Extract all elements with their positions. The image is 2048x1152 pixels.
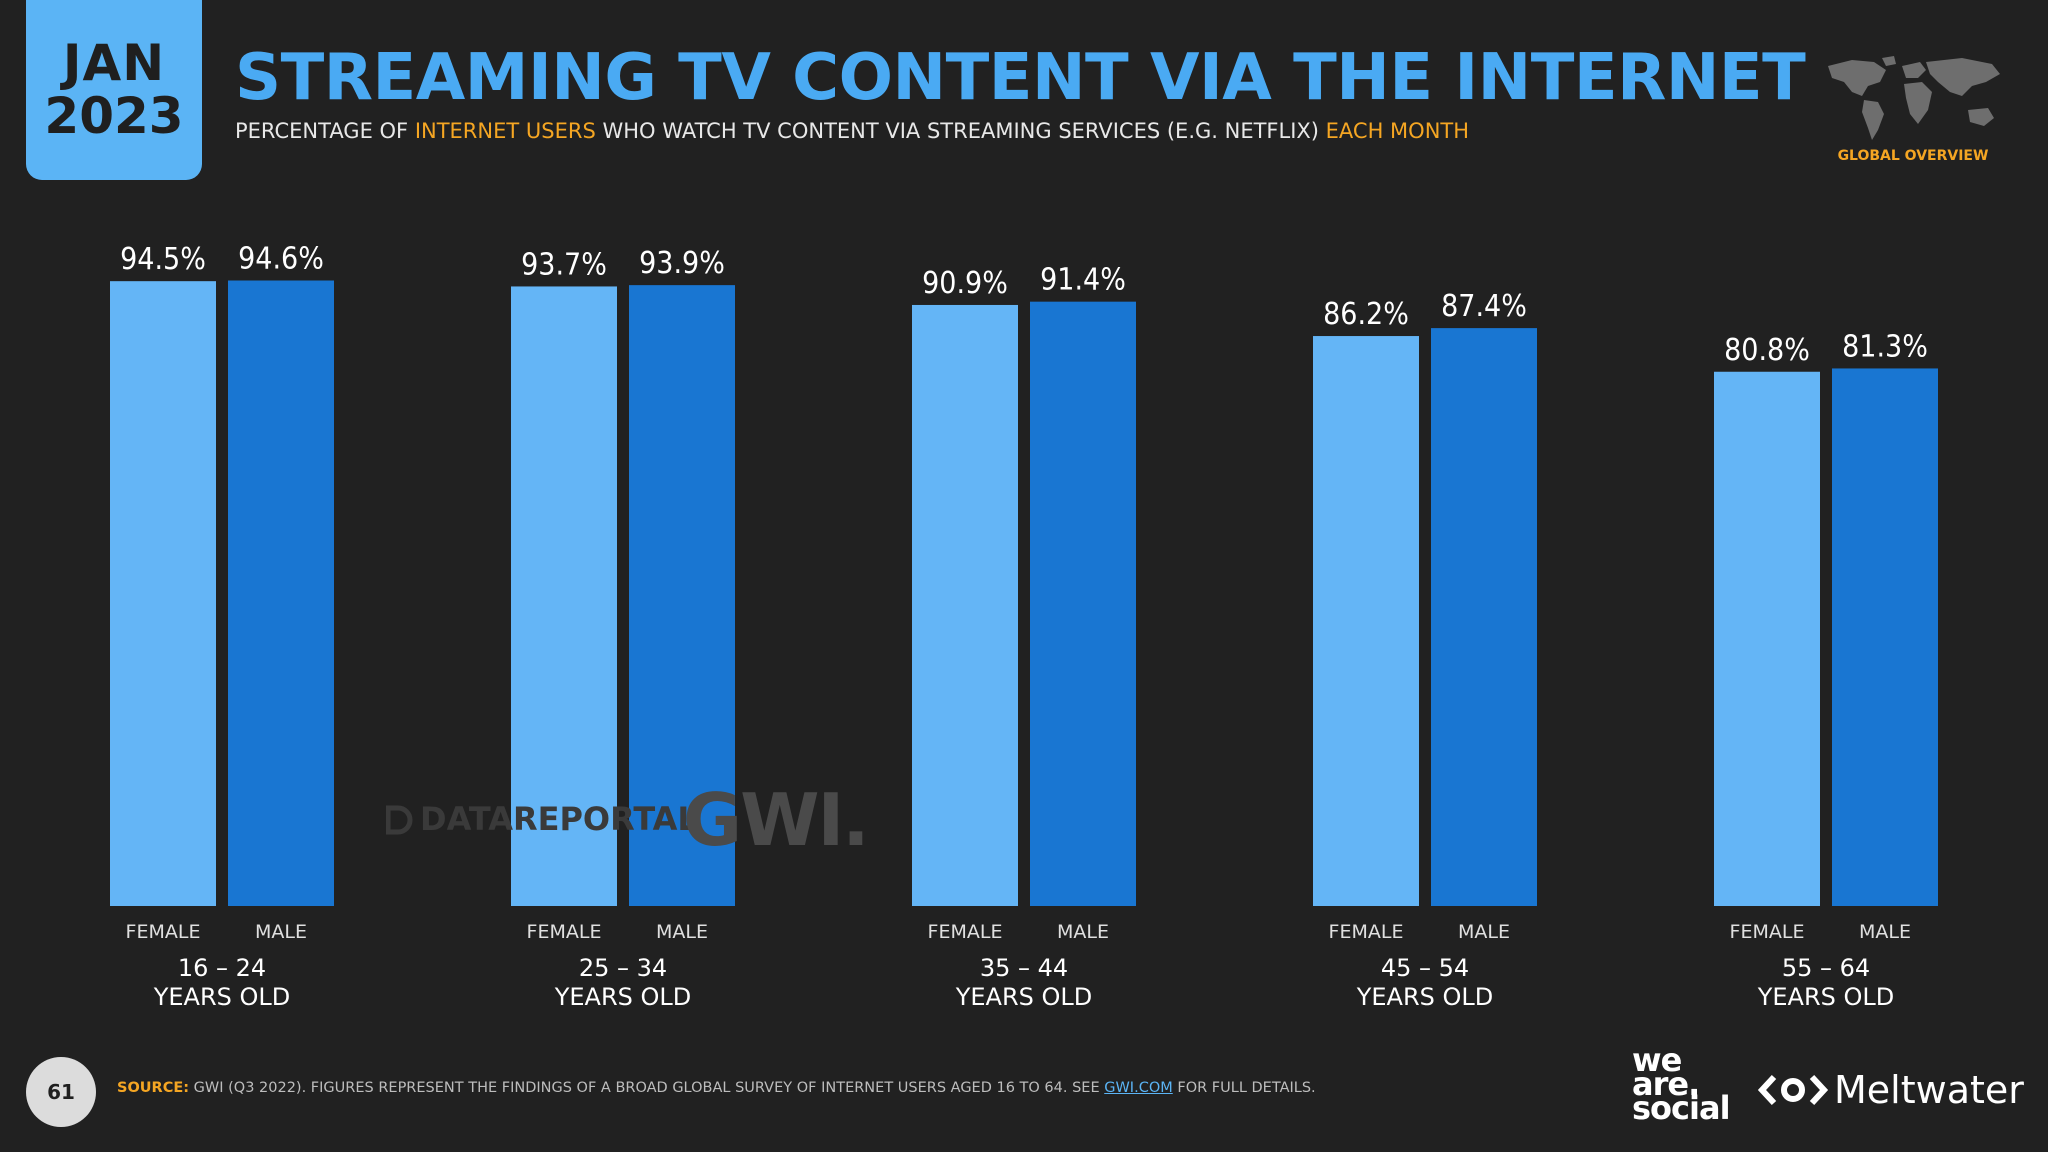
category-label-2: 35 – 44	[980, 954, 1068, 982]
we-are-social-logo: we are. social	[1632, 1041, 1742, 1127]
series-label-male-2: MALE	[1057, 921, 1109, 943]
series-label-male-0: MALE	[255, 921, 307, 943]
series-label-male-4: MALE	[1859, 921, 1911, 943]
page-title: STREAMING TV CONTENT VIA THE INTERNET	[235, 41, 1806, 115]
data-label-female-4: 80.8%	[1724, 333, 1810, 368]
category-sublabel-4: YEARS OLD	[1757, 983, 1895, 1011]
bar-female-2	[912, 304, 1018, 906]
data-label-female-2: 90.9%	[922, 266, 1008, 301]
category-sublabel-2: YEARS OLD	[955, 983, 1093, 1011]
category-label-0: 16 – 24	[178, 954, 266, 982]
data-label-female-1: 93.7%	[521, 247, 607, 282]
data-label-male-2: 91.4%	[1040, 263, 1126, 298]
bar-male-4	[1832, 368, 1938, 906]
category-label-3: 45 – 54	[1381, 954, 1469, 982]
data-label-male-1: 93.9%	[639, 246, 725, 281]
datareportal-logo-icon	[386, 805, 413, 835]
meltwater-icon	[1758, 1074, 1828, 1106]
subtitle-text-1: PERCENTAGE OF	[235, 119, 415, 143]
gwi-watermark: GWI.	[683, 778, 870, 862]
datareportal-watermark: DATAREPORTAL	[386, 800, 698, 838]
source-note: SOURCE: GWI (Q3 2022). FIGURES REPRESENT…	[117, 1080, 1567, 1096]
data-label-male-4: 81.3%	[1842, 329, 1928, 364]
subtitle-highlight-2: EACH MONTH	[1325, 119, 1470, 143]
data-label-female-0: 94.5%	[120, 242, 206, 277]
world-map-icon	[1828, 56, 2000, 140]
data-label-male-0: 94.6%	[238, 242, 324, 277]
category-sublabel-3: YEARS OLD	[1356, 983, 1494, 1011]
category-label-1: 25 – 34	[579, 954, 667, 982]
series-label-female-3: FEMALE	[1329, 921, 1404, 943]
source-link[interactable]: GWI.COM	[1104, 1080, 1173, 1096]
source-text-1: GWI (Q3 2022). FIGURES REPRESENT THE FIN…	[189, 1080, 1105, 1096]
bar-female-0	[110, 281, 216, 906]
bar-female-4	[1714, 371, 1820, 907]
series-label-male-1: MALE	[656, 921, 708, 943]
date-month: JAN	[62, 34, 166, 92]
bar-female-3	[1313, 336, 1419, 906]
page-number: 61	[26, 1057, 96, 1127]
source-label: SOURCE:	[117, 1080, 190, 1096]
series-label-male-3: MALE	[1458, 921, 1510, 943]
page-subtitle: PERCENTAGE OF INTERNET USERS WHO WATCH T…	[235, 118, 1469, 144]
subtitle-text-2: WHO WATCH TV CONTENT VIA STREAMING SERVI…	[595, 119, 1326, 143]
bar-female-1	[511, 286, 617, 907]
datareportal-text: DATAREPORTAL	[420, 800, 698, 838]
category-sublabel-0: YEARS OLD	[153, 983, 291, 1011]
category-sublabel-1: YEARS OLD	[554, 983, 692, 1011]
global-overview-label: GLOBAL OVERVIEW	[1837, 148, 1989, 164]
bar-male-2	[1030, 301, 1136, 906]
date-year: 2023	[44, 87, 184, 145]
source-text-2: FOR FULL DETAILS.	[1172, 1080, 1316, 1096]
was-line-1: we	[1632, 1041, 1682, 1079]
series-label-female-4: FEMALE	[1730, 921, 1805, 943]
bar-male-1	[629, 285, 735, 907]
bar-male-0	[228, 280, 334, 907]
bar-male-3	[1431, 328, 1537, 906]
meltwater-text: Meltwater	[1834, 1068, 2024, 1112]
series-label-female-1: FEMALE	[527, 921, 602, 943]
data-label-female-3: 86.2%	[1323, 297, 1409, 332]
meltwater-logo: Meltwater	[1758, 1068, 2024, 1112]
data-label-male-3: 87.4%	[1441, 289, 1527, 324]
series-label-female-2: FEMALE	[928, 921, 1003, 943]
subtitle-highlight-1: INTERNET USERS	[414, 119, 596, 143]
category-label-4: 55 – 64	[1782, 954, 1870, 982]
series-label-female-0: FEMALE	[126, 921, 201, 943]
was-line-2: are.	[1632, 1065, 1700, 1103]
date-badge: JAN 2023	[26, 0, 202, 180]
was-line-3: social	[1632, 1089, 1731, 1127]
